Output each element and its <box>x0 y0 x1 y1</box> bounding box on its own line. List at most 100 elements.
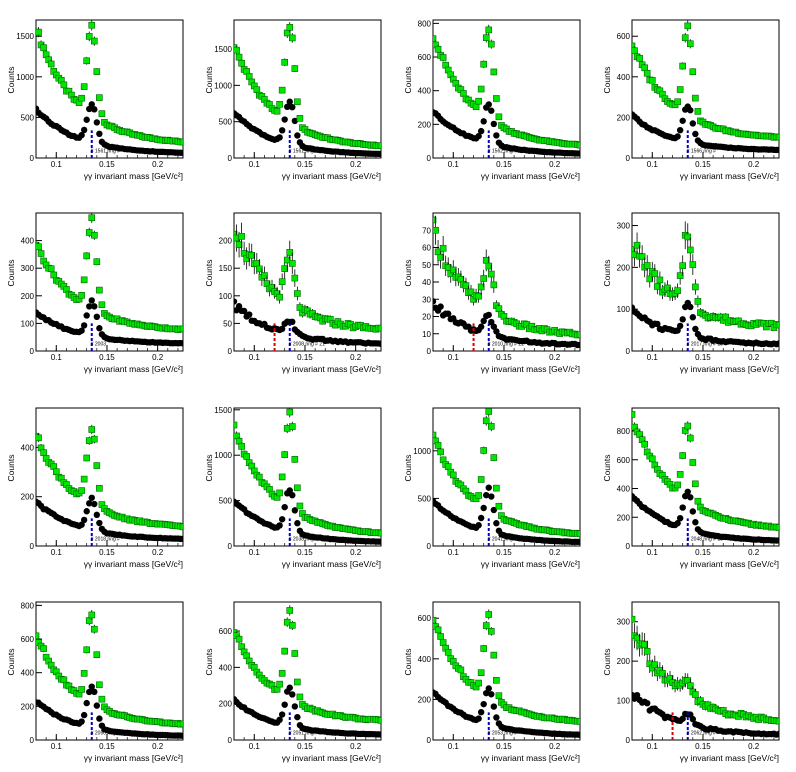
green-point <box>243 453 250 460</box>
green-point <box>40 449 47 456</box>
x-tick: 0.15 <box>496 345 512 362</box>
y-tick: 1500 <box>16 32 42 41</box>
green-point <box>654 283 661 290</box>
histogram-panel: 0.1 0.15 0.2 500 1000 1500 0 γγ invariant mass … <box>204 406 382 569</box>
x-axis-label: γγ invariant mass [GeV/c²] <box>282 171 381 181</box>
y-tick-label: 600 <box>617 32 631 41</box>
black-point <box>676 514 684 522</box>
green-point <box>98 110 106 117</box>
green-point <box>493 484 500 492</box>
black-point <box>179 340 183 347</box>
histogram-panel: 0.1 0.15 0.2 10 20 30 40 50 60 70 0 γγ invariant ma… <box>403 212 581 374</box>
green-point <box>643 262 651 269</box>
x-axis-label: γγ invariant mass [GeV/c²] <box>680 753 779 763</box>
green-point <box>449 266 457 274</box>
green-point <box>80 83 88 90</box>
green-point <box>276 489 283 497</box>
y-tick-label: 200 <box>617 113 631 122</box>
x-tick: 0.2 <box>748 152 760 169</box>
data-points <box>36 213 183 347</box>
y-tick-label: 600 <box>418 53 432 62</box>
green-point <box>490 454 498 461</box>
x-tick-label: 0.1 <box>249 160 261 169</box>
black-point <box>490 506 498 514</box>
x-tick-label: 0.2 <box>549 742 561 751</box>
x-tick-label: 0.15 <box>695 160 711 169</box>
y-tick: 1500 <box>214 406 240 415</box>
y-tick: 50 <box>223 319 240 328</box>
black-point <box>284 103 291 111</box>
x-tick: 0.1 <box>647 734 658 751</box>
plot-frame <box>35 601 184 741</box>
x-tick-label: 0.2 <box>350 742 362 751</box>
y-tick-label: 200 <box>418 695 432 704</box>
y-tick-label: 0 <box>427 542 432 551</box>
green-point <box>60 81 68 89</box>
x-axis-label: γγ invariant mass [GeV/c²] <box>481 364 580 374</box>
black-point <box>83 116 90 123</box>
x-tick: 0.15 <box>695 734 711 751</box>
x-axis-label: γγ invariant mass [GeV/c²] <box>680 171 779 181</box>
green-point <box>439 54 447 61</box>
y-axis-label: Counts <box>6 455 16 482</box>
green-point <box>234 46 240 54</box>
green-point <box>437 254 444 261</box>
green-point <box>235 53 243 61</box>
green-point <box>291 65 299 72</box>
green-point <box>286 24 294 31</box>
y-tick-label: 400 <box>21 237 35 246</box>
y-tick-label: 300 <box>617 222 631 231</box>
green-point <box>248 251 256 259</box>
green-point <box>433 35 437 42</box>
run-label: # 1562 ring # <box>488 148 517 154</box>
black-point <box>654 320 661 328</box>
black-point <box>91 106 98 113</box>
black-point <box>276 716 283 724</box>
y-tick-label: 1000 <box>214 81 232 90</box>
black-point <box>692 325 699 333</box>
y-tick: 600 <box>418 53 439 62</box>
black-point <box>775 537 779 544</box>
y-axis-label: Counts <box>602 260 612 287</box>
y-tick-label: 0 <box>30 736 35 745</box>
plot-frame <box>631 212 780 352</box>
green-point <box>238 443 245 450</box>
y-axis-label: Counts <box>403 260 413 287</box>
black-point <box>179 149 183 157</box>
x-tick: 0.1 <box>51 152 62 169</box>
green-point <box>234 230 238 238</box>
black-point <box>88 101 95 108</box>
y-axis-label: Counts <box>602 67 612 94</box>
run-label: # 1566 ring # <box>687 148 716 154</box>
plot-frame <box>35 19 184 159</box>
green-point <box>179 138 183 146</box>
green-point <box>632 246 636 253</box>
green-point <box>482 622 490 629</box>
green-point <box>294 98 301 106</box>
y-tick: 400 <box>418 655 439 664</box>
green-point <box>692 691 699 698</box>
histogram-panel: 0.1 0.15 0.2 500 1000 1500 0 γγ invariant mass … <box>204 19 382 181</box>
green-point <box>96 681 103 689</box>
green-point <box>36 243 42 251</box>
green-point <box>90 625 98 633</box>
green-point <box>648 77 656 84</box>
green-point <box>686 682 694 689</box>
x-tick: 0.15 <box>99 734 115 751</box>
green-point <box>238 60 245 67</box>
x-tick: 0.15 <box>695 540 711 557</box>
black-point <box>576 150 580 157</box>
green-point <box>686 246 694 254</box>
black-point <box>96 519 103 527</box>
black-point <box>687 107 694 114</box>
black-point <box>679 504 686 511</box>
data-points <box>234 605 381 738</box>
green-point <box>643 647 651 655</box>
green-point <box>83 252 90 260</box>
x-axis-label: γγ invariant mass [GeV/c²] <box>282 364 381 374</box>
green-point <box>495 113 503 121</box>
green-point <box>684 22 692 30</box>
plot-frame <box>233 601 382 741</box>
black-point <box>88 683 95 690</box>
x-tick-label: 0.1 <box>51 548 63 557</box>
